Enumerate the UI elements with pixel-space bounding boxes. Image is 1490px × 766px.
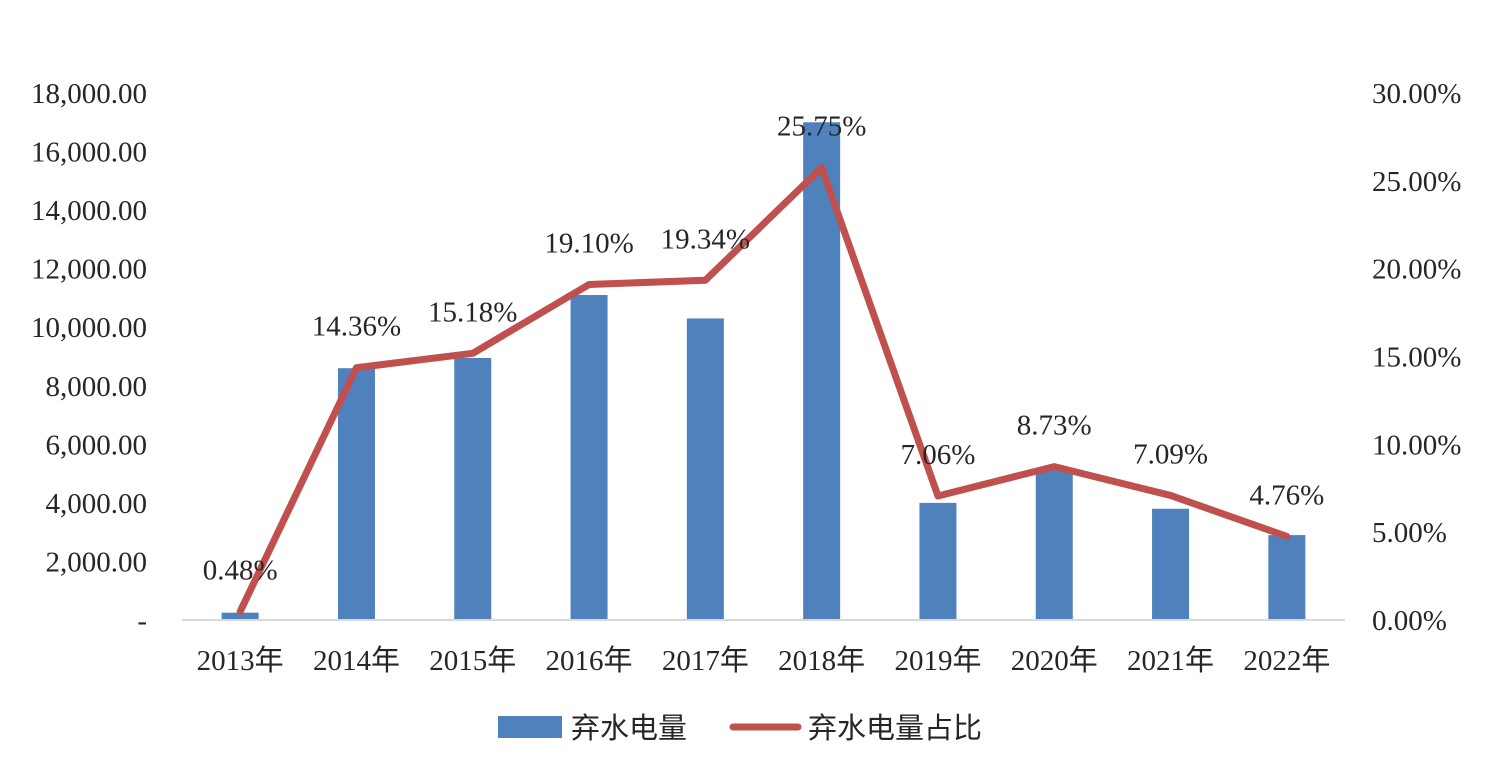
legend: 弃水电量 弃水电量占比 [498, 712, 982, 745]
line-series [236, 164, 1291, 616]
data-label: 15.18% [428, 296, 517, 328]
legend-label-line: 弃水电量占比 [808, 712, 982, 745]
bar [1035, 467, 1073, 620]
y-right-tick-label: 30.00% [1372, 78, 1461, 110]
x-tick-label: 2020年 [1011, 644, 1098, 677]
bar [454, 357, 492, 620]
data-labels: 0.48% 14.36% 15.18% 19.10% 19.34% 25.75% 7.06%… [203, 111, 1325, 587]
data-label: 14.36% [312, 311, 401, 343]
bar [1152, 508, 1190, 620]
legend-label-bar: 弃水电量 [571, 712, 687, 745]
x-tick-label: 2019年 [894, 644, 981, 677]
y-axis-left: - 2,000.00 4,000.00 6,000.00 8,000.00 10,000.… [31, 78, 147, 637]
data-label: 4.76% [1249, 479, 1324, 511]
y-left-tick-label: - [137, 605, 147, 637]
y-left-tick-label: 12,000.00 [31, 254, 147, 286]
bar [1268, 535, 1306, 620]
legend-swatch-bar [498, 716, 562, 738]
bar [686, 318, 724, 620]
y-right-tick-label: 5.00% [1372, 517, 1447, 549]
bar [570, 295, 608, 620]
y-left-tick-label: 18,000.00 [31, 78, 147, 110]
y-right-tick-label: 25.00% [1372, 166, 1461, 198]
x-tick-label: 2021年 [1127, 644, 1214, 677]
x-axis: 2013年 2014年 2015年 2016年 2017年 2018年 2019年 2020年… [197, 644, 1331, 677]
x-tick-label: 2018年 [778, 644, 865, 677]
y-left-tick-label: 16,000.00 [31, 137, 147, 169]
y-right-tick-label: 15.00% [1372, 342, 1461, 374]
y-left-tick-label: 8,000.00 [46, 371, 148, 403]
y-left-tick-label: 4,000.00 [46, 488, 148, 520]
y-right-tick-label: 20.00% [1372, 254, 1461, 286]
series-line [236, 164, 1291, 616]
y-right-tick-label: 10.00% [1372, 429, 1461, 461]
x-tick-label: 2022年 [1243, 644, 1330, 677]
x-tick-label: 2016年 [546, 644, 633, 677]
y-left-tick-label: 2,000.00 [46, 546, 148, 578]
bar [337, 368, 375, 620]
data-label: 8.73% [1017, 410, 1092, 442]
x-tick-label: 2013年 [197, 644, 284, 677]
bar [919, 502, 957, 620]
data-label: 19.34% [661, 223, 750, 255]
y-left-tick-label: 14,000.00 [31, 195, 147, 227]
y-right-tick-label: 0.00% [1372, 605, 1447, 637]
data-label: 7.09% [1133, 438, 1208, 470]
bar-series [221, 122, 1306, 621]
x-tick-label: 2014年 [313, 644, 400, 677]
y-left-tick-label: 6,000.00 [46, 429, 148, 461]
y-left-tick-label: 10,000.00 [31, 312, 147, 344]
data-label: 19.10% [544, 227, 633, 259]
data-label: 25.75% [777, 111, 866, 143]
bar [221, 612, 259, 620]
data-label: 7.06% [900, 439, 975, 471]
x-tick-label: 2017年 [662, 644, 749, 677]
x-tick-label: 2015年 [429, 644, 516, 677]
data-label: 0.48% [203, 555, 278, 587]
y-axis-right: 0.00% 5.00% 10.00% 15.00% 20.00% 25.00% 30.00% [1372, 78, 1461, 637]
